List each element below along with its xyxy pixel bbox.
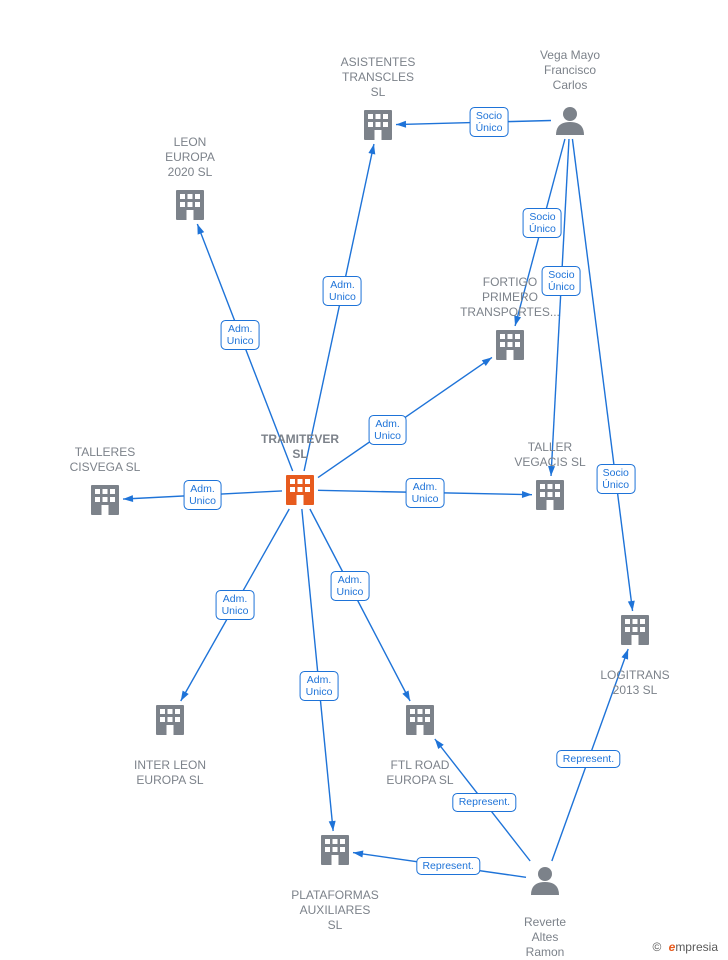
- edge-line: [552, 649, 628, 861]
- edge-line: [123, 491, 282, 499]
- copyright-symbol: ©: [652, 940, 661, 954]
- edge-line: [396, 120, 551, 124]
- edge-arrowhead: [435, 739, 444, 749]
- person-icon: [531, 867, 559, 895]
- edge-line: [572, 139, 632, 611]
- edge-line: [435, 739, 530, 861]
- network-node[interactable]: [406, 705, 434, 735]
- footer-copyright: © empresia: [652, 940, 718, 954]
- network-node[interactable]: [321, 835, 349, 865]
- network-canvas: [0, 0, 728, 960]
- edge-arrowhead: [402, 691, 410, 701]
- edge-arrowhead: [514, 315, 521, 326]
- building-icon: [496, 330, 524, 360]
- brand-logo-rest: mpresia: [675, 940, 718, 954]
- building-icon: [406, 705, 434, 735]
- edge-arrowhead: [353, 851, 363, 858]
- edge-line: [353, 853, 526, 878]
- edge-arrowhead: [181, 691, 189, 701]
- building-icon: [156, 705, 184, 735]
- edge-arrowhead: [522, 491, 532, 498]
- building-icon: [321, 835, 349, 865]
- edge-line: [302, 509, 333, 831]
- edge-line: [304, 144, 374, 471]
- network-node[interactable]: [621, 615, 649, 645]
- network-node[interactable]: [531, 867, 559, 895]
- edge-line: [310, 509, 410, 701]
- network-node[interactable]: [286, 475, 314, 505]
- edge-line: [318, 357, 492, 477]
- building-icon: [91, 485, 119, 515]
- network-node[interactable]: [156, 705, 184, 735]
- building-icon: [621, 615, 649, 645]
- edge-arrowhead: [396, 121, 406, 128]
- edge-line: [197, 224, 292, 471]
- network-node[interactable]: [536, 480, 564, 510]
- building-icon: [176, 190, 204, 220]
- building-icon: [364, 110, 392, 140]
- edge-line: [181, 509, 290, 701]
- edge-arrowhead: [123, 495, 133, 502]
- building-icon: [536, 480, 564, 510]
- edge-line: [318, 490, 532, 494]
- edge-arrowhead: [482, 357, 492, 366]
- edge-arrowhead: [628, 601, 635, 611]
- network-node[interactable]: [176, 190, 204, 220]
- edge-arrowhead: [548, 466, 555, 476]
- network-node[interactable]: [364, 110, 392, 140]
- network-node[interactable]: [556, 107, 584, 135]
- edge-line: [515, 139, 565, 326]
- network-node[interactable]: [91, 485, 119, 515]
- person-icon: [556, 107, 584, 135]
- building-icon: [286, 475, 314, 505]
- edge-arrowhead: [621, 649, 628, 660]
- edge-line: [551, 139, 569, 476]
- edge-arrowhead: [197, 224, 204, 235]
- network-node[interactable]: [496, 330, 524, 360]
- edge-arrowhead: [329, 821, 336, 831]
